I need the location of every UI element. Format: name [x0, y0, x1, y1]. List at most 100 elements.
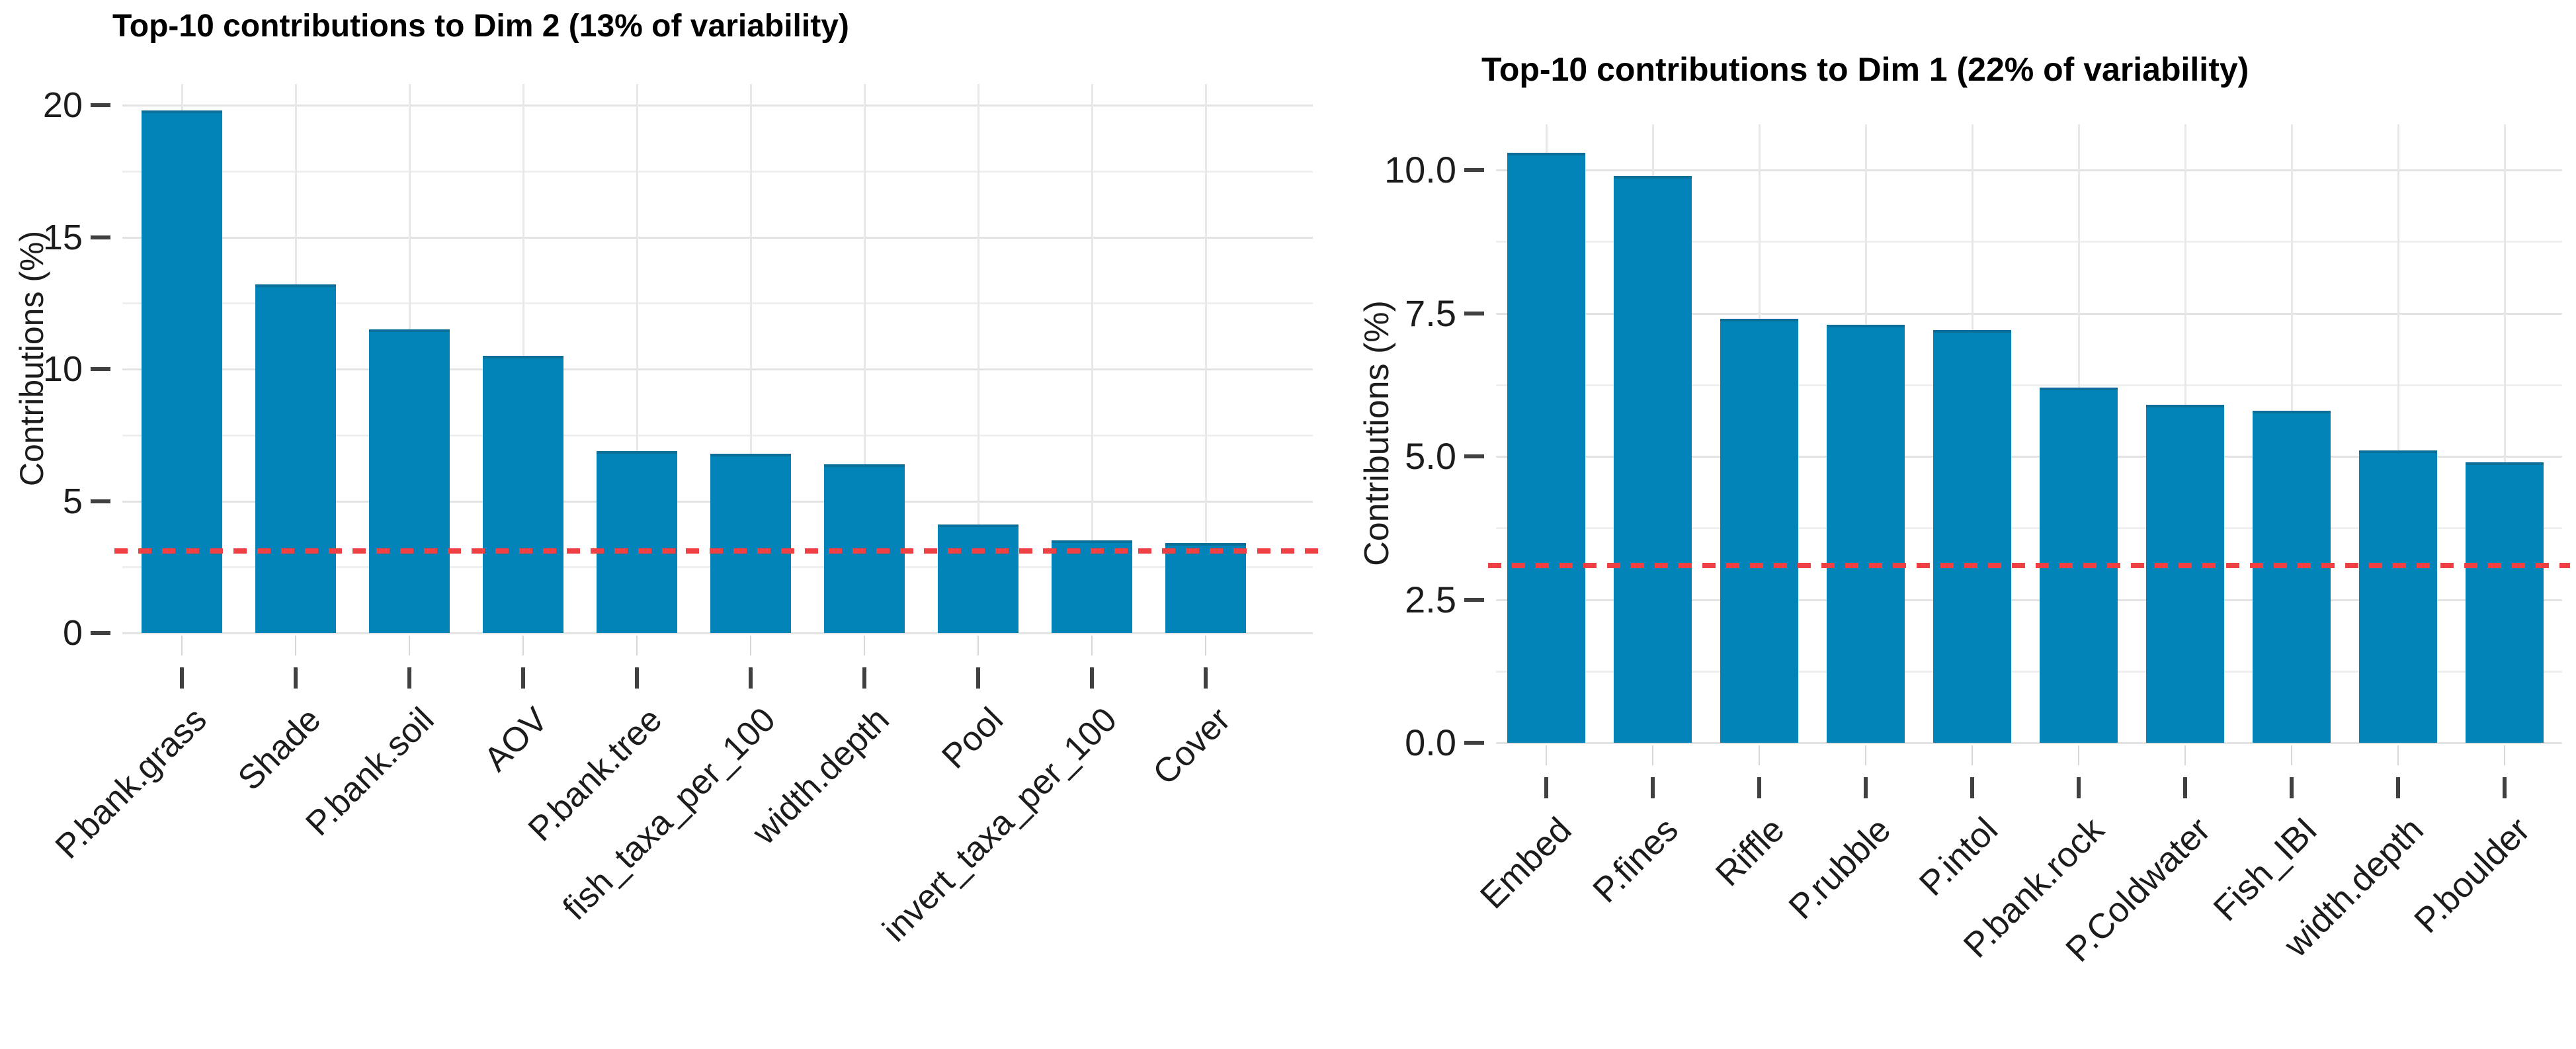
x-tick-stub — [2184, 745, 2186, 765]
x-tick-stub — [522, 636, 524, 655]
x-category-label-text: fish_taxa_per_100 — [556, 700, 783, 928]
x-tick-stub — [1865, 745, 1866, 765]
x-tick-mark — [1090, 667, 1094, 689]
minor-gridline — [1496, 384, 2562, 386]
x-tick-stub — [409, 636, 410, 655]
minor-gridline — [1496, 527, 2562, 530]
bar-P.bank.tree — [597, 450, 677, 633]
x-tick-mark — [1204, 667, 1208, 689]
y-tick-label: 7.5 — [1405, 292, 1456, 334]
x-tick-mark — [294, 667, 298, 689]
x-tick-mark — [2290, 777, 2294, 798]
x-category-label-text: P.intol — [1911, 810, 2005, 903]
x-tick-mark — [749, 667, 753, 689]
bar-Embed — [1507, 153, 1585, 743]
bar-width.depth — [2359, 450, 2437, 743]
minor-gridline — [122, 170, 1313, 173]
x-tick-stub — [1091, 636, 1093, 655]
x-category-label-text: P.bank.grass — [48, 700, 214, 866]
x-tick-stub — [2078, 745, 2079, 765]
y-tick-label: 2.5 — [1405, 578, 1456, 620]
bar-P.rubble — [1827, 324, 1905, 743]
bar-Cover — [1165, 543, 1246, 633]
x-category-label-text: P.rubble — [1782, 810, 1899, 927]
x-tick-stub — [977, 636, 979, 655]
bar-P.boulder — [2466, 462, 2544, 743]
x-tick-mark — [407, 667, 411, 689]
x-category-label-text: Embed — [1473, 810, 1579, 917]
chart-title-dim1: Top-10 contributions to Dim 1 (22% of va… — [1481, 51, 2249, 88]
x-category-label-text: Shade — [230, 700, 328, 798]
y-tick-label: 15 — [42, 217, 83, 257]
y-tick-mark — [91, 235, 110, 239]
y-tick-mark — [91, 499, 110, 503]
y-axis-title-dim1: Contributions (%) — [1358, 300, 1396, 566]
minor-gridline — [1496, 670, 2562, 673]
x-tick-stub — [295, 636, 296, 655]
x-category-label-text: P.boulder — [2407, 810, 2538, 941]
x-tick-mark — [2077, 777, 2081, 798]
x-tick-mark — [1544, 777, 1548, 798]
x-tick-stub — [2291, 745, 2292, 765]
y-tick-mark — [91, 631, 110, 635]
x-category-label-text: Pool — [935, 700, 1011, 776]
x-gridline — [864, 84, 866, 633]
bar-Riffle — [1720, 319, 1798, 743]
x-gridline — [1091, 84, 1093, 633]
x-tick-mark — [180, 667, 184, 689]
y-tick-label: 20 — [42, 85, 83, 125]
x-tick-mark — [635, 667, 639, 689]
bar-Pool — [938, 524, 1018, 633]
bar-Fish_IBI — [2253, 410, 2331, 743]
bar-AOV — [483, 356, 563, 633]
y-tick-mark — [1464, 168, 1484, 172]
x-tick-stub — [181, 636, 183, 655]
y-tick-mark — [1464, 311, 1484, 315]
major-gridline — [1496, 599, 2562, 601]
x-tick-mark — [1651, 777, 1655, 798]
x-tick-mark — [1970, 777, 1974, 798]
major-gridline — [1496, 312, 2562, 315]
major-gridline — [1496, 742, 2562, 744]
x-tick-stub — [750, 636, 751, 655]
y-tick-mark — [1464, 597, 1484, 602]
x-tick-stub — [1546, 745, 1547, 765]
x-category-label-text: Cover — [1145, 700, 1238, 792]
x-tick-stub — [1205, 636, 1206, 655]
x-category-label-text: Riffle — [1708, 810, 1792, 894]
x-category-label-text: invert_taxa_per_100 — [875, 700, 1124, 950]
major-gridline — [122, 236, 1313, 239]
x-gridline — [750, 84, 752, 633]
x-tick-mark — [2396, 777, 2400, 798]
minor-gridline — [122, 434, 1313, 437]
bar-P.fines — [1614, 175, 1692, 743]
x-tick-stub — [2504, 745, 2505, 765]
chart-title-dim2: Top-10 contributions to Dim 2 (13% of va… — [112, 9, 849, 44]
minor-gridline — [122, 302, 1313, 305]
x-gridline — [636, 84, 638, 633]
threshold-line — [1488, 562, 2570, 568]
threshold-line — [114, 548, 1321, 554]
bar-P.bank.grass — [142, 110, 222, 633]
y-tick-label: 10.0 — [1384, 149, 1456, 190]
y-tick-mark — [91, 103, 110, 107]
bar-P.Coldwater — [2146, 405, 2224, 743]
x-gridline — [2504, 124, 2506, 743]
x-tick-stub — [1652, 745, 1653, 765]
y-tick-mark — [1464, 454, 1484, 458]
y-tick-label: 5.0 — [1405, 435, 1456, 477]
bar-fish_taxa_per_100 — [710, 453, 791, 633]
x-tick-mark — [1864, 777, 1868, 798]
x-tick-mark — [521, 667, 525, 689]
x-tick-stub — [2397, 745, 2399, 765]
y-tick-mark — [91, 367, 110, 371]
major-gridline — [122, 368, 1313, 370]
x-tick-stub — [864, 636, 865, 655]
x-tick-mark — [2183, 777, 2187, 798]
bar-P.intol — [1933, 330, 2011, 743]
x-tick-stub — [636, 636, 638, 655]
x-category-label-text: P.fines — [1585, 810, 1686, 911]
x-tick-mark — [862, 667, 866, 689]
y-tick-label: 5 — [62, 481, 83, 521]
